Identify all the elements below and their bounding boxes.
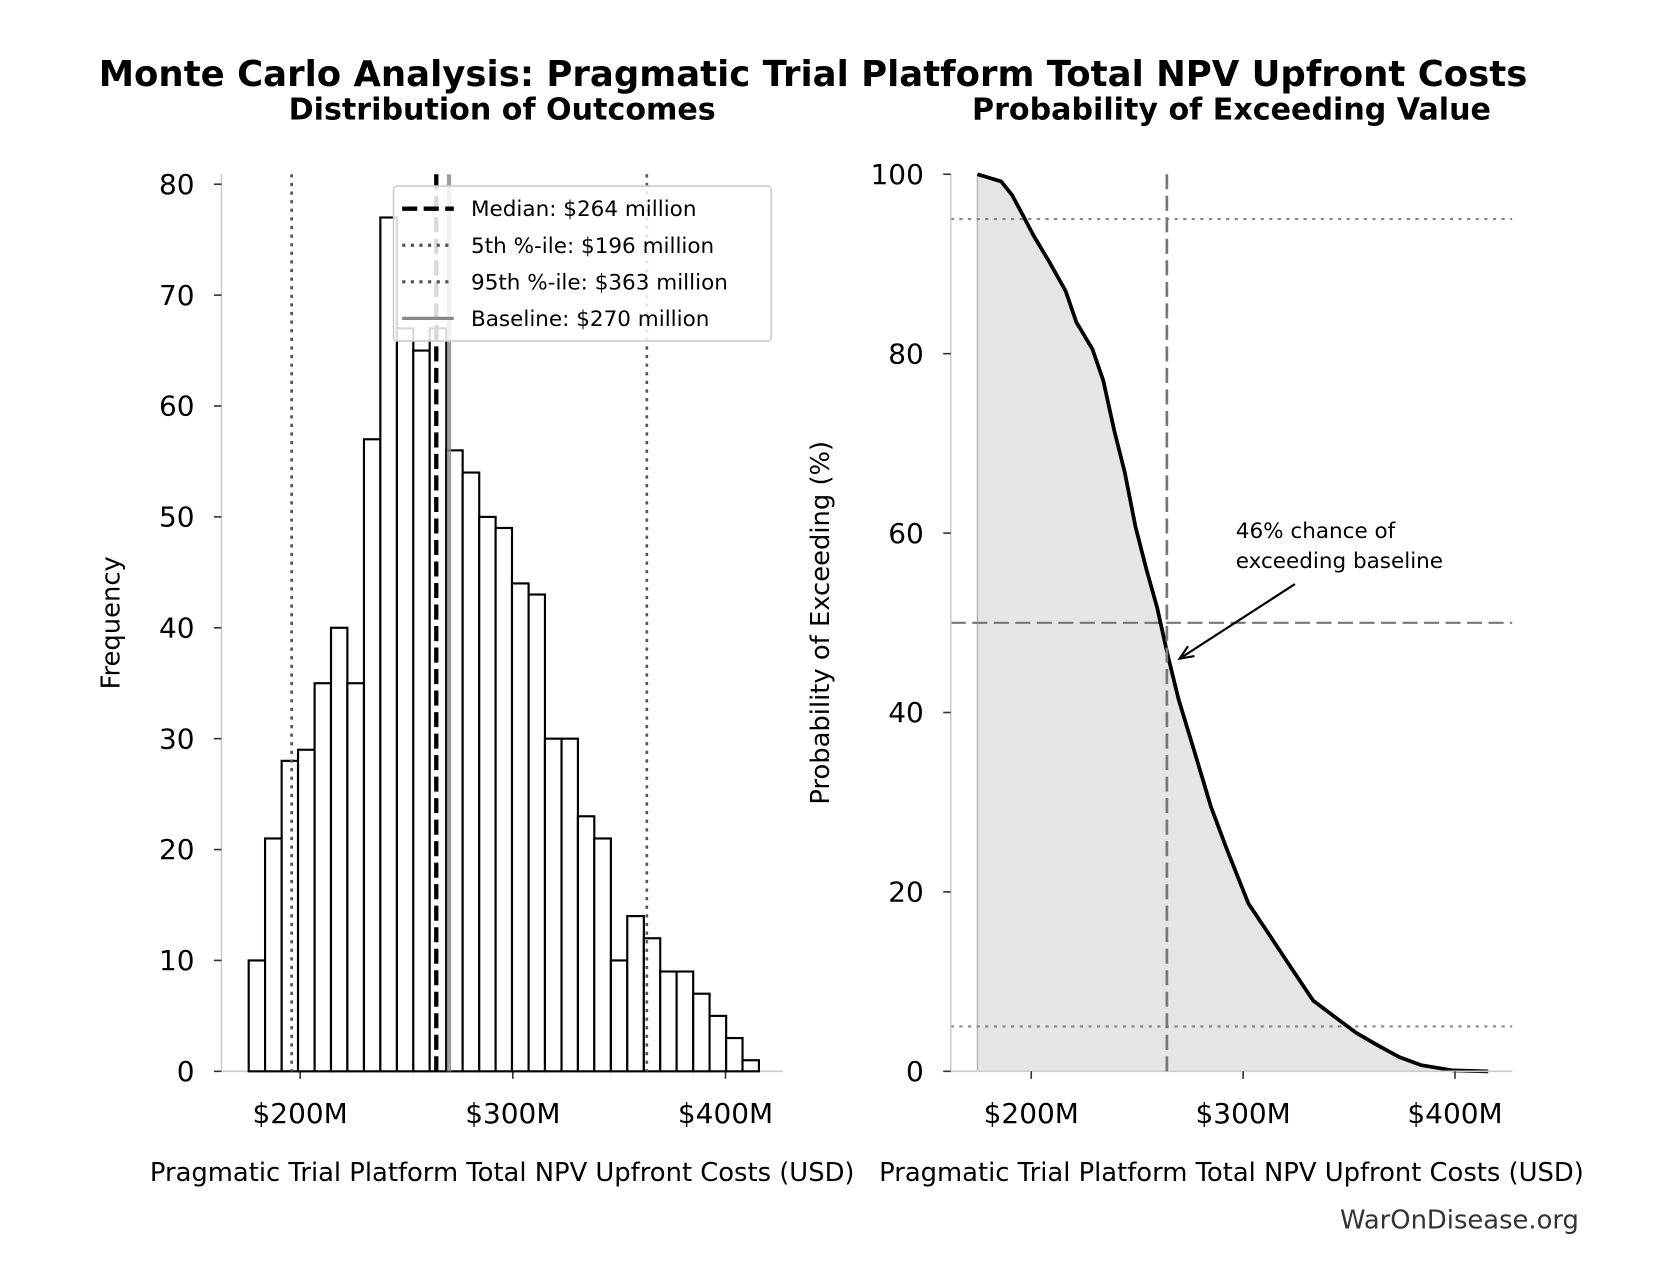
x-axis-label: Pragmatic Trial Platform Total NPV Upfro… <box>150 1158 855 1188</box>
annotation-text: 46% chance of <box>1236 519 1396 544</box>
legend-label: 95th %-ile: $363 million <box>471 270 728 295</box>
histogram-bar <box>313 682 333 1073</box>
histogram-bar <box>263 837 283 1073</box>
subplot-title: Probability of Exceeding Value <box>972 92 1491 127</box>
annotation-text: exceeding baseline <box>1236 549 1443 574</box>
histogram-bar <box>510 582 530 1073</box>
x-tick-label: $300M <box>1196 1097 1291 1130</box>
histogram-bar <box>527 593 547 1073</box>
histogram-bar <box>626 915 645 1073</box>
x-tick-label: $200M <box>253 1097 348 1130</box>
histogram-bar <box>412 349 431 1073</box>
y-tick-label: 40 <box>888 696 924 729</box>
histogram-bar <box>576 815 596 1073</box>
annotation-arrowhead <box>1177 645 1195 661</box>
annotation-arrow <box>1178 583 1296 660</box>
histogram-bar <box>725 1036 744 1073</box>
histogram-bar <box>362 438 382 1073</box>
x-tick-label: $400M <box>678 1097 773 1130</box>
y-tick-label: 50 <box>159 501 195 534</box>
histogram-bar <box>708 1014 728 1073</box>
histogram-bar <box>346 682 366 1073</box>
y-tick-label: 100 <box>870 158 923 191</box>
y-tick-label: 20 <box>159 833 195 866</box>
histogram-bar <box>659 970 678 1073</box>
y-tick-label: 70 <box>159 279 195 312</box>
histogram-bar <box>675 970 695 1073</box>
watermark: WarOnDisease.org <box>1340 1205 1579 1235</box>
histogram-bar <box>593 837 612 1073</box>
y-tick-label: 0 <box>177 1055 195 1088</box>
y-axis-label: Frequency <box>96 556 126 689</box>
y-tick-label: 10 <box>159 944 195 977</box>
figure-title: Monte Carlo Analysis: Pragmatic Trial Pl… <box>99 54 1528 95</box>
x-axis-label: Pragmatic Trial Platform Total NPV Upfro… <box>879 1158 1584 1188</box>
histogram-bar <box>395 327 415 1073</box>
y-tick-label: 80 <box>888 337 924 370</box>
y-tick-label: 40 <box>159 611 195 644</box>
area-fill <box>977 174 1489 1072</box>
y-tick-label: 80 <box>159 168 195 201</box>
histogram-bar <box>543 737 563 1073</box>
subplot-title: Distribution of Outcomes <box>289 92 716 127</box>
histogram-bar <box>478 515 497 1073</box>
histogram-bar <box>296 748 316 1073</box>
histogram-bar <box>494 526 514 1073</box>
x-tick-label: $200M <box>984 1097 1079 1130</box>
y-axis-label: Probability of Exceeding (%) <box>806 441 836 805</box>
histogram-bar <box>280 759 300 1073</box>
legend-label: Baseline: $270 million <box>471 307 709 332</box>
y-tick-label: 60 <box>159 390 195 423</box>
histogram-bar <box>609 959 629 1073</box>
histogram-bar <box>247 959 267 1073</box>
y-tick-label: 60 <box>888 517 924 550</box>
histogram-bar <box>560 737 579 1073</box>
y-tick-label: 0 <box>906 1055 924 1088</box>
histogram-bar <box>692 992 711 1073</box>
y-tick-label: 20 <box>888 876 924 909</box>
x-tick-label: $400M <box>1407 1097 1502 1130</box>
histogram-bar <box>379 216 399 1073</box>
x-tick-label: $300M <box>465 1097 560 1130</box>
legend-box <box>392 185 772 342</box>
histogram-bar <box>461 471 481 1073</box>
legend-label: 5th %-ile: $196 million <box>471 234 714 259</box>
histogram-bar <box>329 626 349 1073</box>
histogram-bar <box>741 1059 760 1073</box>
legend-label: Median: $264 million <box>471 197 696 222</box>
y-tick-label: 30 <box>159 722 195 755</box>
